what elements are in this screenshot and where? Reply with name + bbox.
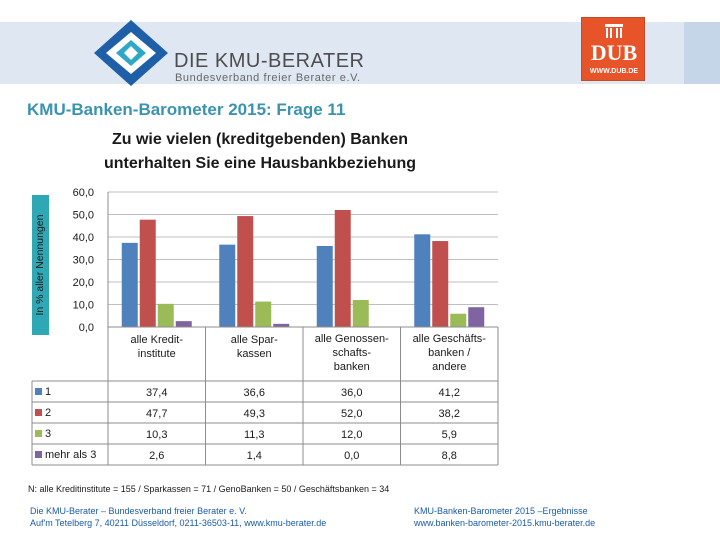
category-label: alle Kredit- bbox=[130, 334, 183, 346]
bar-series-3 bbox=[255, 301, 272, 327]
bar-series-4 bbox=[175, 321, 192, 327]
bar-series-2 bbox=[334, 210, 351, 327]
legend-label: mehr als 3 bbox=[45, 449, 96, 461]
category-label: kassen bbox=[237, 348, 272, 360]
y-tick-label: 60,0 bbox=[73, 187, 94, 199]
dub-logo-url: WWW.DUB.DE bbox=[589, 68, 639, 75]
data-label: 41,2 bbox=[439, 387, 460, 399]
category-label: alle Geschäfts- bbox=[413, 333, 487, 345]
data-label: 5,9 bbox=[442, 429, 457, 441]
legend-label: 1 bbox=[45, 386, 51, 398]
footer-right-line-2: www.banken-barometer-2015.kmu-berater.de bbox=[414, 518, 596, 528]
logo-subtitle: Bundesverband freier Berater e.V. bbox=[175, 72, 361, 84]
header-accent-band bbox=[684, 22, 720, 84]
data-label: 36,0 bbox=[341, 387, 362, 399]
bar-series-2 bbox=[237, 216, 254, 327]
data-label: 37,4 bbox=[146, 387, 167, 399]
footer-left-line-1: Die KMU-Berater – Bundesverband freier B… bbox=[30, 506, 247, 516]
brandenburg-gate-icon bbox=[605, 24, 623, 38]
dub-logo: DUB WWW.DUB.DE bbox=[581, 17, 645, 81]
category-label: banken / bbox=[428, 347, 471, 359]
data-label: 38,2 bbox=[439, 408, 460, 420]
legend-label: 3 bbox=[45, 428, 51, 440]
data-label: 2,6 bbox=[149, 450, 164, 462]
chart-title-line-1: Zu wie vielen (kreditgebenden) Banken bbox=[111, 131, 409, 148]
category-label: banken bbox=[334, 361, 370, 373]
footer-right: KMU-Banken-Barometer 2015 –Ergebnisse ww… bbox=[414, 505, 595, 529]
bar-series-4 bbox=[273, 323, 290, 327]
legend-key-series-4 bbox=[35, 451, 42, 458]
data-label: 36,6 bbox=[244, 387, 265, 399]
y-tick-label: 50,0 bbox=[73, 210, 94, 222]
data-label: 49,3 bbox=[244, 408, 265, 420]
chart-title-line-2: unterhalten Sie eine Hausbankbeziehung bbox=[103, 155, 417, 172]
category-label: institute bbox=[138, 348, 176, 360]
y-tick-label: 10,0 bbox=[73, 300, 94, 312]
y-tick-label: 0,0 bbox=[79, 322, 94, 334]
legend-key-series-1 bbox=[35, 388, 42, 395]
data-label: 1,4 bbox=[247, 450, 262, 462]
sample-size-note: N: alle Kreditinstitute = 155 / Sparkass… bbox=[28, 484, 390, 494]
chart-title: Zu wie vielen (kreditgebenden) Banken un… bbox=[80, 128, 440, 176]
category-label: alle Genossen- bbox=[315, 333, 389, 345]
bar-series-1 bbox=[219, 244, 236, 327]
data-label: 12,0 bbox=[341, 429, 362, 441]
data-label: 11,3 bbox=[244, 429, 265, 441]
legend-key-series-3 bbox=[35, 430, 42, 437]
bar-series-2 bbox=[432, 241, 449, 327]
data-label: 47,7 bbox=[146, 408, 167, 420]
category-label: andere bbox=[432, 361, 466, 373]
footer-right-line-1: KMU-Banken-Barometer 2015 –Ergebnisse bbox=[414, 506, 588, 516]
bar-series-1 bbox=[121, 242, 138, 327]
logo-title: DIE KMU-BERATER bbox=[174, 50, 365, 72]
kmu-berater-logo-icon bbox=[94, 20, 168, 86]
bar-series-4 bbox=[468, 307, 485, 327]
bar-series-1 bbox=[414, 234, 431, 327]
bar-series-3 bbox=[450, 313, 467, 327]
data-label: 10,3 bbox=[146, 429, 167, 441]
footer-left-line-2: Auf'm Tetelberg 7, 40211 Düsseldorf, 021… bbox=[30, 518, 327, 528]
data-label: 0,0 bbox=[344, 450, 359, 462]
page-title: KMU-Banken-Barometer 2015: Frage 11 bbox=[27, 100, 346, 119]
bar-series-3 bbox=[352, 300, 369, 327]
bar-series-2 bbox=[139, 219, 156, 327]
category-label: schafts- bbox=[332, 347, 371, 359]
bar-series-3 bbox=[157, 303, 174, 327]
y-axis-label-box bbox=[32, 195, 49, 335]
footer-left: Die KMU-Berater – Bundesverband freier B… bbox=[30, 505, 326, 529]
category-label: alle Spar- bbox=[231, 334, 278, 346]
data-label: 8,8 bbox=[442, 450, 457, 462]
data-label: 52,0 bbox=[341, 408, 362, 420]
y-tick-label: 30,0 bbox=[73, 255, 94, 267]
y-tick-label: 20,0 bbox=[73, 277, 94, 289]
dub-logo-text: DUB bbox=[590, 40, 638, 65]
legend-key-series-2 bbox=[35, 409, 42, 416]
bar-series-1 bbox=[316, 246, 333, 327]
legend-label: 2 bbox=[45, 407, 51, 419]
y-tick-label: 40,0 bbox=[73, 232, 94, 244]
